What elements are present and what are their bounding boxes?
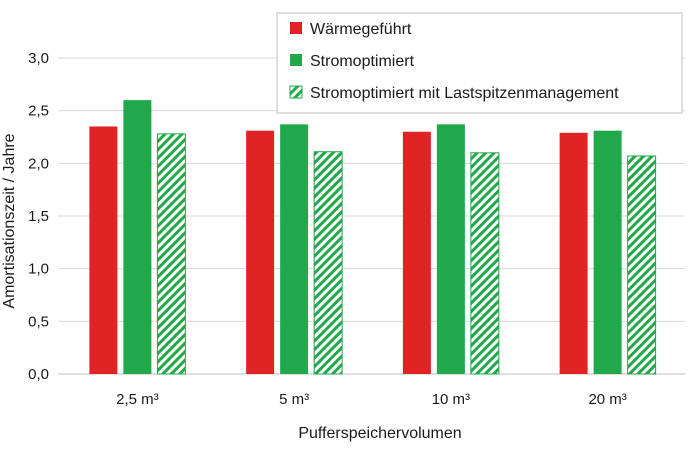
y-tick-labels: 0,0 0,5 1,0 1,5 2,0 2,5 3,0 <box>28 50 49 383</box>
x-tick-labels: 2,5 m³ 5 m³ 10 m³ 20 m³ <box>116 391 627 408</box>
y-tick-label: 2,0 <box>28 155 49 172</box>
legend-box <box>276 12 683 114</box>
bar-2 <box>436 124 465 374</box>
x-tick-label: 5 m³ <box>279 391 309 408</box>
legend-label: Stromoptimiert mit Lastspitzenmanagement <box>310 85 619 102</box>
legend-swatch <box>289 85 303 99</box>
y-axis-title: Amortisationszeit / Jahre <box>1 133 18 308</box>
y-tick-label: 0,5 <box>28 313 49 330</box>
x-tick-label: 10 m³ <box>432 391 470 408</box>
y-tick-label: 2,5 <box>28 103 49 120</box>
bar-3 <box>627 155 657 375</box>
bar-3 <box>470 152 500 375</box>
bar-3 <box>313 151 343 375</box>
x-axis-title: Pufferspeichervolumen <box>298 425 461 442</box>
bar-1 <box>89 126 118 374</box>
bar-1 <box>246 130 275 374</box>
legend-swatch <box>290 22 302 34</box>
y-tick-label: 1,5 <box>28 208 49 225</box>
y-tick-label: 0,0 <box>28 366 49 383</box>
bars <box>89 100 657 375</box>
y-tick-label: 3,0 <box>28 50 49 67</box>
legend-label: Wärmegeführt <box>310 21 412 38</box>
x-tick-label: 2,5 m³ <box>116 391 159 408</box>
legend: Wärmegeführt Stromoptimiert Stromoptimiert… <box>276 12 683 114</box>
bar-3 <box>156 133 186 375</box>
bar-2 <box>280 124 309 374</box>
bar-2 <box>123 100 152 374</box>
x-tick-label: 20 m³ <box>588 391 626 408</box>
bar-1 <box>402 131 431 374</box>
legend-swatch <box>290 54 302 66</box>
bar-2 <box>593 130 622 374</box>
y-tick-label: 1,0 <box>28 261 49 278</box>
bar-1 <box>559 132 588 374</box>
legend-label: Stromoptimiert <box>310 53 415 70</box>
